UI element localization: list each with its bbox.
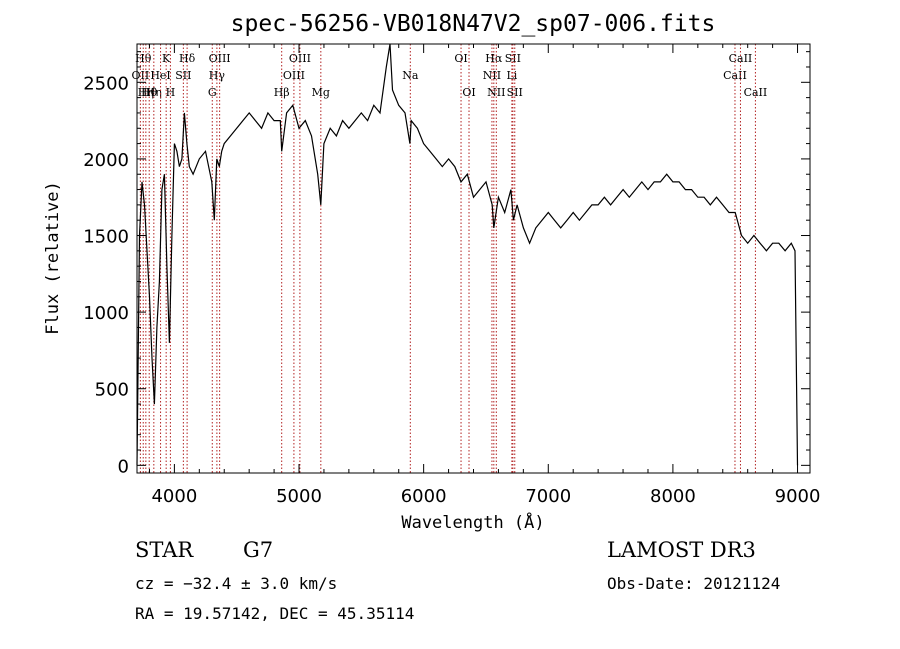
line-marker-label: OIII <box>289 52 311 65</box>
x-tick-label: 6000 <box>401 486 447 507</box>
line-marker-label: K <box>162 52 171 65</box>
y-tick-label: 2500 <box>83 73 129 94</box>
line-marker-label: Mg <box>312 86 330 99</box>
line-marker-label: OII <box>132 69 150 82</box>
survey-name: LAMOST DR3 <box>607 538 756 562</box>
line-marker-label: OI <box>454 52 467 65</box>
line-marker-label: Hη <box>138 86 154 99</box>
y-tick-label: 1000 <box>83 303 129 324</box>
chart-title: spec-56256-VB018N47V2_sp07-006.fits <box>231 11 716 37</box>
x-tick-label: 8000 <box>650 486 696 507</box>
y-axis-label: Flux (relative) <box>43 181 63 335</box>
object-subclass: G7 <box>243 538 274 562</box>
observation-date: Obs-Date: 20121124 <box>607 574 781 593</box>
x-tick-label: 4000 <box>151 486 197 507</box>
y-tick-label: 2000 <box>83 150 129 171</box>
line-marker-label: NII <box>487 86 505 99</box>
line-marker-label: Hβ <box>274 86 290 99</box>
x-tick-label: 5000 <box>276 486 322 507</box>
line-marker-label: OIII <box>283 69 305 82</box>
line-marker-label: CaII <box>744 86 768 99</box>
line-marker-label: Hγ <box>209 69 226 82</box>
redshift-velocity: cz = −32.4 ± 3.0 km/s <box>135 574 338 593</box>
line-marker-label: SII <box>507 86 523 99</box>
coordinates: RA = 19.57142, DEC = 45.35114 <box>135 604 415 623</box>
line-marker-label: CaII <box>729 52 753 65</box>
line-marker-label: Hθ <box>135 52 152 65</box>
line-marker-label: H <box>166 86 176 99</box>
line-marker-label: Hη <box>146 86 162 99</box>
line-marker-label: Hα <box>485 52 503 65</box>
spectrum-line <box>136 43 799 466</box>
plot-frame <box>136 43 811 474</box>
x-tick-label: 7000 <box>525 486 571 507</box>
line-marker-label: HeI <box>150 69 170 82</box>
line-marker-label: Li <box>506 69 517 82</box>
x-tick-label: 9000 <box>775 486 821 507</box>
x-axis: 4000 5000 6000 7000 8000 9000 <box>148 44 821 507</box>
y-axis: 0 500 1000 1500 2000 2500 <box>83 51 810 477</box>
line-marker-label: G <box>208 86 217 99</box>
object-class: STAR <box>135 538 194 562</box>
x-axis-label: Wavelength (Å) <box>401 511 544 533</box>
y-tick-label: 0 <box>118 456 129 477</box>
line-marker-label: OI <box>462 86 475 99</box>
line-marker-label: SII <box>175 69 191 82</box>
spectral-line-markers: OIIHθHηHθHηHeIKHSIIHδGHγOIIIHβOIIIOIIIMg… <box>132 44 768 473</box>
y-tick-label: 500 <box>95 380 129 401</box>
line-marker-label: OIII <box>209 52 231 65</box>
line-marker-label: SII <box>505 52 521 65</box>
line-marker-label: CaII <box>723 69 747 82</box>
line-marker-label: Hθ <box>141 86 158 99</box>
y-tick-label: 1500 <box>83 227 129 248</box>
line-marker-label: NII <box>483 69 501 82</box>
line-marker-label: Na <box>402 69 419 82</box>
line-marker-label: Hδ <box>179 52 196 65</box>
